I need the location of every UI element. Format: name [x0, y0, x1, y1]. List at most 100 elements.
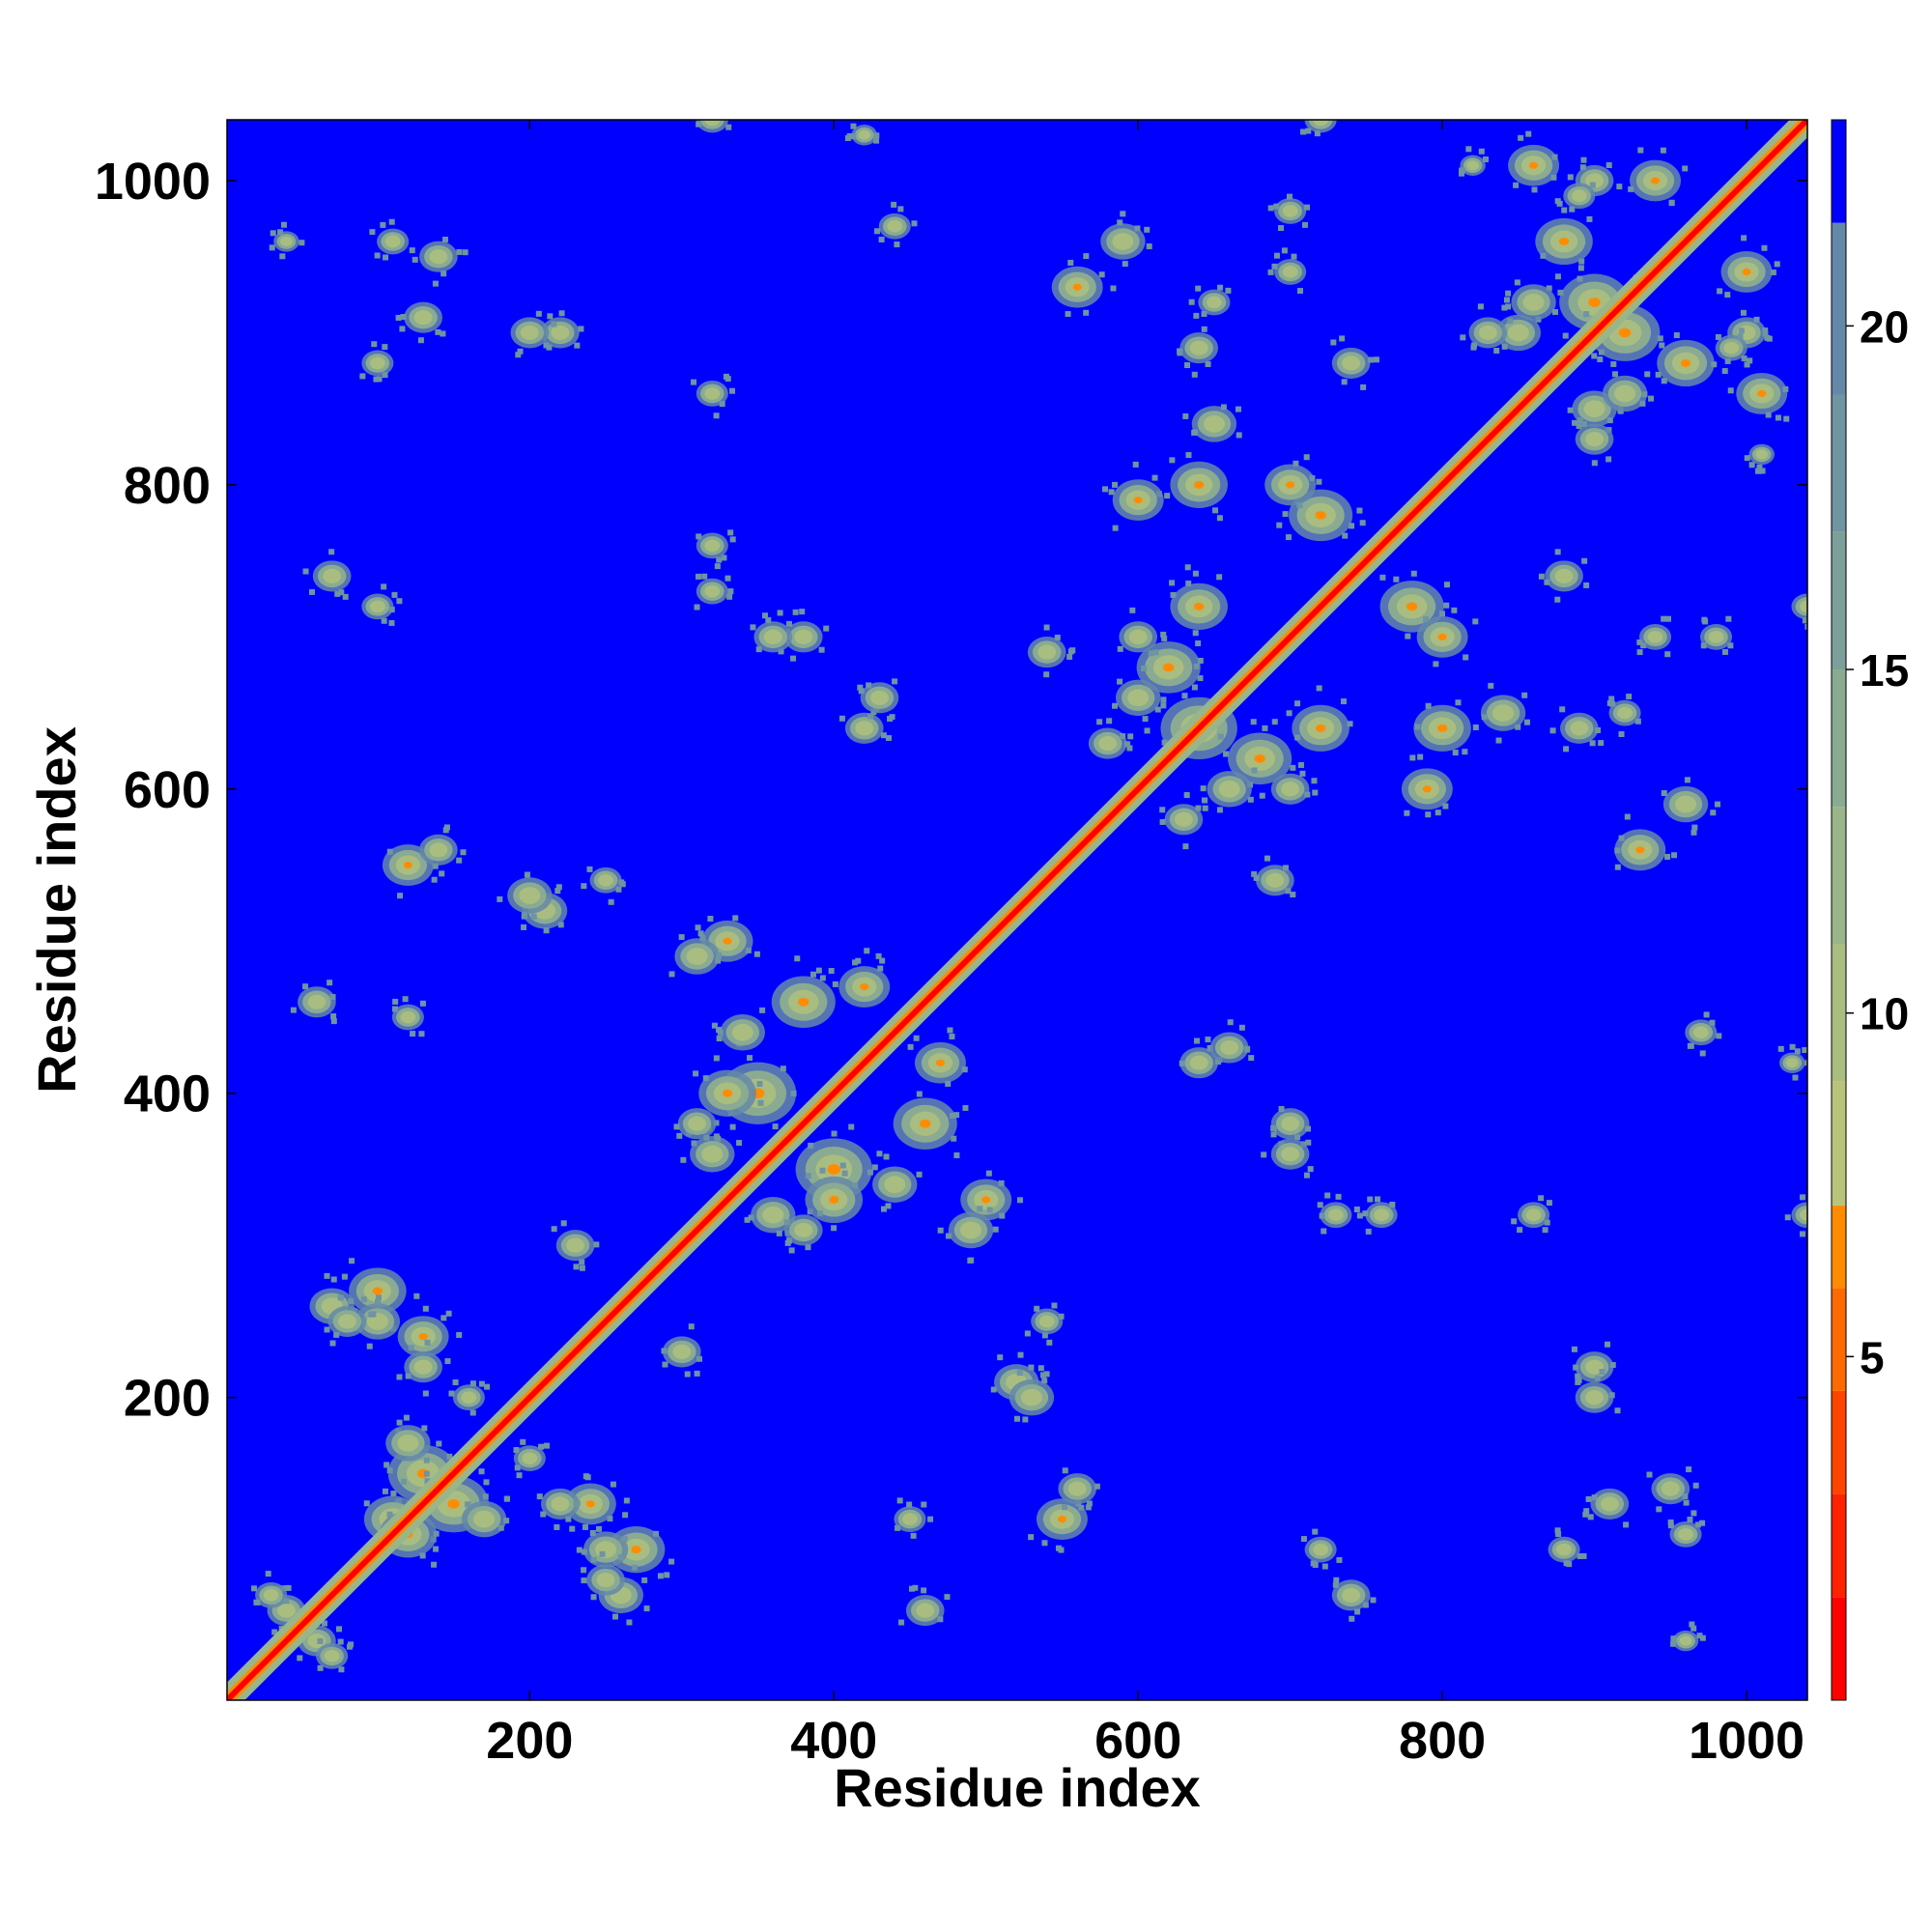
contact-speckle — [1112, 525, 1119, 531]
contact-cluster — [536, 310, 584, 349]
contact-speckle — [1493, 348, 1500, 355]
contact-speckle — [1703, 1011, 1710, 1018]
contact-cluster — [1217, 719, 1293, 799]
contact-speckle — [911, 220, 918, 227]
contact-speckle — [374, 252, 381, 259]
contact-cluster — [369, 218, 415, 261]
contact-speckle — [1636, 649, 1643, 656]
contact-speckle — [1576, 1377, 1582, 1383]
colorbar-segment — [1832, 807, 1846, 945]
contact-speckle — [653, 1530, 660, 1537]
contact-speckle — [736, 1140, 743, 1147]
contact-speckle — [951, 1135, 957, 1142]
contact-speckle — [1634, 718, 1641, 724]
contact-speckle — [1551, 154, 1558, 160]
contact-speckle — [1794, 1048, 1801, 1055]
contact-speckle — [1170, 591, 1177, 598]
contact-speckle — [694, 1370, 700, 1377]
contact-speckle — [1478, 148, 1485, 155]
contact-speckle — [1753, 316, 1760, 323]
contact-speckle — [369, 229, 376, 236]
contact-speckle — [1041, 1378, 1048, 1384]
contact-speckle — [1294, 734, 1301, 741]
contact-speckle — [1181, 693, 1188, 699]
contact-cluster — [564, 1473, 630, 1532]
contact-speckle — [536, 1493, 543, 1500]
contact-close — [935, 1059, 946, 1066]
contact-speckle — [445, 1310, 452, 1317]
contact-speckle — [696, 533, 702, 540]
contact-speckle — [1374, 1196, 1380, 1203]
contact-speckle — [1557, 289, 1564, 296]
contact-speckle — [469, 1409, 476, 1416]
contact-speckle — [1686, 1466, 1692, 1473]
contact-speckle — [1667, 1519, 1674, 1525]
contact-speckle — [790, 1091, 797, 1097]
contact-speckle — [1555, 1531, 1562, 1538]
contact-speckle — [1614, 864, 1621, 870]
contact-core — [1098, 736, 1118, 752]
contact-speckle — [729, 1123, 736, 1130]
contact-speckle — [1154, 706, 1161, 713]
contact-speckle — [1687, 1516, 1693, 1522]
colorbar-segment — [1832, 222, 1846, 395]
contact-speckle — [1122, 261, 1128, 268]
x-tick-label: 400 — [790, 1712, 877, 1770]
contact-speckle — [1248, 1055, 1255, 1062]
colorbar-segment — [1832, 1493, 1846, 1598]
contact-speckle — [317, 1664, 324, 1671]
contact-speckle — [697, 930, 704, 937]
contact-close — [631, 1546, 641, 1554]
contact-speckle — [410, 1031, 416, 1037]
contact-close — [1529, 161, 1539, 169]
contact-speckle — [521, 923, 527, 930]
contact-core — [551, 1496, 570, 1512]
contact-speckle — [755, 646, 762, 653]
contact-speckle — [1304, 791, 1311, 798]
contact-speckle — [1628, 185, 1634, 192]
contact-speckle — [878, 236, 885, 242]
contact-speckle — [1349, 523, 1355, 529]
contact-speckle — [1312, 789, 1319, 796]
contact-speckle — [497, 1524, 504, 1531]
contact-speckle — [703, 100, 709, 106]
contact-speckle — [1282, 511, 1289, 518]
contact-speckle — [334, 590, 341, 597]
contact-speckle — [1236, 432, 1242, 439]
contact-speckle — [699, 934, 706, 941]
contact-speckle — [1293, 460, 1299, 467]
contact-core — [1189, 1055, 1208, 1070]
contact-speckle — [1225, 287, 1232, 294]
contact-speckle — [554, 1523, 560, 1530]
contact-cluster — [1356, 1196, 1398, 1235]
contact-speckle — [1700, 642, 1707, 649]
y-axis-title: Residue index — [26, 726, 87, 1094]
contact-speckle — [715, 1135, 722, 1142]
contact-speckle — [874, 228, 881, 235]
contact-speckle — [462, 249, 469, 256]
colorbar-segment — [1832, 1288, 1846, 1391]
contact-speckle — [1324, 1192, 1331, 1199]
contact-core — [1800, 1208, 1807, 1222]
contact-close — [1651, 177, 1661, 185]
contact-speckle — [403, 1414, 410, 1421]
contact-speckle — [388, 607, 395, 613]
contact-speckle — [516, 1472, 523, 1479]
contact-speckle — [1290, 764, 1296, 771]
contact-close — [1315, 510, 1326, 520]
contact-cluster — [1791, 593, 1807, 630]
contact-speckle — [607, 1516, 613, 1522]
contact-speckle — [388, 619, 395, 626]
contact-speckle — [1117, 645, 1123, 652]
contact-close — [722, 1089, 733, 1097]
contact-speckle — [1740, 309, 1747, 316]
contact-core — [1189, 340, 1208, 355]
contact-speckle — [359, 373, 366, 380]
contact-speckle — [621, 1536, 628, 1543]
contact-speckle — [1594, 1375, 1601, 1381]
contact-speckle — [1238, 1024, 1245, 1031]
contact-cluster — [1655, 332, 1728, 387]
contact-speckle — [961, 1066, 968, 1073]
contact-speckle — [1802, 617, 1807, 624]
contact-speckle — [838, 715, 845, 722]
